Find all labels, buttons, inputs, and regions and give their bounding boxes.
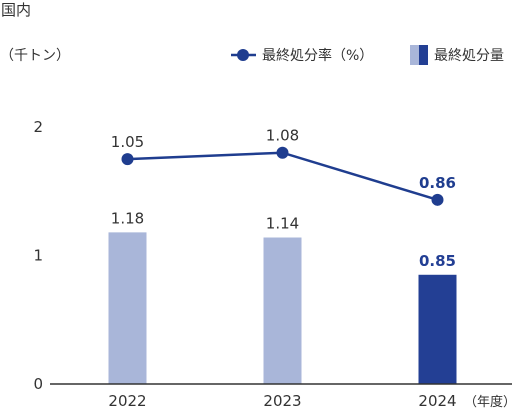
- chart-title: 国内: [1, 1, 31, 19]
- y-tick-label: 0: [33, 375, 43, 393]
- bar: [108, 232, 147, 384]
- line-point: [276, 146, 289, 159]
- y-tick-label: 1: [33, 247, 43, 265]
- legend-bar-swatch-dark: [419, 45, 428, 65]
- line-point: [431, 193, 444, 206]
- line-value-label: 1.08: [266, 127, 299, 145]
- legend-item-bar: 最終処分量: [410, 45, 504, 65]
- line-value-label: 0.86: [419, 174, 456, 192]
- bar: [263, 237, 302, 384]
- y-axis-ticks: 0 1 2: [33, 118, 43, 393]
- bar-value-label: 0.85: [419, 252, 456, 270]
- bar-value-label: 1.18: [111, 209, 144, 227]
- legend-line-marker: [237, 49, 249, 61]
- legend-line-label: 最終処分率（%）: [262, 47, 373, 64]
- legend: 最終処分率（%） 最終処分量: [231, 45, 504, 65]
- line-path: [127, 151, 438, 202]
- line-value-label: 1.05: [111, 133, 144, 151]
- y-axis-unit-label: （千トン）: [0, 48, 70, 64]
- legend-bar-label: 最終処分量: [434, 48, 504, 64]
- bar-value-label: 1.14: [266, 215, 299, 233]
- bar: [418, 274, 457, 384]
- legend-bar-swatch-light: [410, 45, 419, 65]
- x-axis-label: （年度）: [464, 394, 516, 408]
- bar-series: 1.18 1.14 0.85: [108, 209, 457, 384]
- x-tick-label: 2022: [108, 392, 146, 408]
- x-tick-label: 2024: [418, 392, 456, 408]
- x-tick-label: 2023: [263, 392, 301, 408]
- line-point: [121, 153, 134, 166]
- legend-item-line: 最終処分率（%）: [231, 47, 373, 64]
- y-tick-label: 2: [33, 118, 43, 136]
- line-series: 1.05 1.08 0.86: [111, 127, 456, 206]
- x-axis-ticks: 2022 2023 2024: [108, 392, 456, 408]
